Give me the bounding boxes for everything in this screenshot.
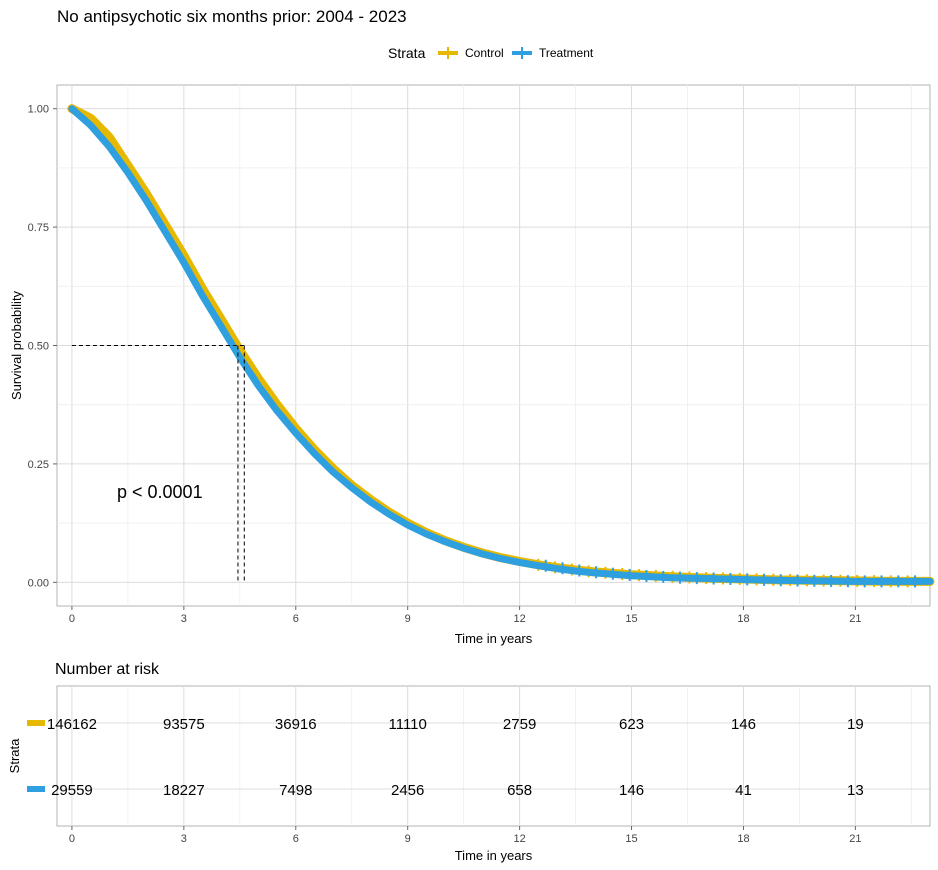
risk-x-tick-label: 0 — [69, 833, 75, 845]
x-tick-label: 12 — [513, 613, 525, 625]
y-tick-label: 0.00 — [28, 577, 49, 589]
risk-y-axis-label: Strata — [7, 738, 22, 773]
x-tick-label: 3 — [181, 613, 187, 625]
y-tick-label: 0.25 — [28, 459, 49, 471]
legend-title: Strata — [388, 45, 426, 61]
risk-x-axis-label: Time in years — [455, 848, 533, 863]
p-value-annotation: p < 0.0001 — [117, 482, 203, 502]
legend-label-treatment: Treatment — [539, 46, 594, 60]
risk-value-treatment: 7498 — [279, 782, 312, 799]
y-tick-label: 0.50 — [28, 341, 49, 353]
risk-x-tick-label: 15 — [625, 833, 637, 845]
y-axis-label: Survival probability — [9, 290, 24, 400]
risk-x-tick-label: 3 — [181, 833, 187, 845]
risk-x-tick-label: 12 — [513, 833, 525, 845]
risk-value-treatment: 13 — [847, 782, 864, 799]
risk-value-treatment: 29559 — [51, 782, 93, 799]
x-tick-label: 0 — [69, 613, 75, 625]
risk-table-title: Number at risk — [55, 661, 160, 678]
y-tick-label: 0.75 — [28, 222, 49, 234]
risk-x-tick-label: 9 — [405, 833, 411, 845]
risk-x-tick-label: 21 — [849, 833, 861, 845]
risk-value-control: 36916 — [275, 716, 317, 733]
risk-value-treatment: 146 — [619, 782, 644, 799]
x-axis-label: Time in years — [455, 631, 533, 646]
risk-value-treatment: 41 — [735, 782, 752, 799]
risk-table-panel — [56, 685, 931, 827]
series-line-treatment — [68, 105, 934, 585]
legend-label-control: Control — [465, 46, 504, 60]
y-tick-label: 1.00 — [28, 104, 49, 116]
x-tick-label: 21 — [849, 613, 861, 625]
risk-value-treatment: 658 — [507, 782, 532, 799]
risk-value-control: 11110 — [389, 716, 427, 733]
risk-value-control: 146162 — [47, 716, 97, 733]
chart-title: No antipsychotic six months prior: 2004 … — [57, 7, 407, 26]
x-tick-label: 6 — [293, 613, 299, 625]
x-tick-label: 15 — [625, 613, 637, 625]
risk-x-tick-label: 18 — [737, 833, 749, 845]
risk-value-control: 2759 — [503, 716, 536, 733]
risk-value-control: 93575 — [163, 716, 205, 733]
x-tick-label: 9 — [405, 613, 411, 625]
risk-value-treatment: 18227 — [163, 782, 205, 799]
risk-value-control: 146 — [731, 716, 756, 733]
risk-value-treatment: 2456 — [391, 782, 424, 799]
risk-value-control: 623 — [619, 716, 644, 733]
risk-value-control: 19 — [847, 716, 864, 733]
risk-x-tick-label: 6 — [293, 833, 299, 845]
x-tick-label: 18 — [737, 613, 749, 625]
